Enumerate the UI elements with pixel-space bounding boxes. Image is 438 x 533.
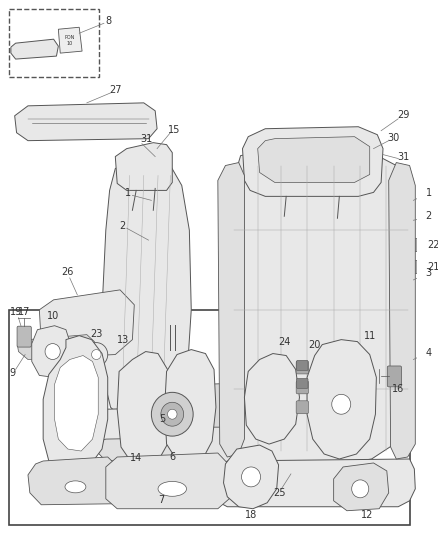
Text: 29: 29 <box>398 110 410 120</box>
Polygon shape <box>39 290 134 358</box>
Text: 14: 14 <box>130 453 142 463</box>
Polygon shape <box>307 340 376 459</box>
Text: 1: 1 <box>425 188 431 198</box>
FancyBboxPatch shape <box>296 381 308 394</box>
Ellipse shape <box>65 481 86 493</box>
Text: 10: 10 <box>46 311 59 321</box>
FancyBboxPatch shape <box>296 361 308 374</box>
Polygon shape <box>243 127 383 196</box>
Polygon shape <box>226 149 413 465</box>
Polygon shape <box>389 163 415 459</box>
Text: 16: 16 <box>392 384 404 394</box>
Circle shape <box>76 338 82 345</box>
Polygon shape <box>18 335 95 360</box>
Text: 2: 2 <box>425 211 432 221</box>
Text: 31: 31 <box>141 134 153 144</box>
Text: 22: 22 <box>427 240 438 250</box>
Bar <box>9 310 410 524</box>
FancyBboxPatch shape <box>17 326 31 347</box>
Ellipse shape <box>158 481 187 496</box>
Polygon shape <box>32 326 72 377</box>
Circle shape <box>63 338 69 345</box>
Polygon shape <box>258 136 370 182</box>
FancyBboxPatch shape <box>297 360 308 370</box>
Polygon shape <box>165 350 216 465</box>
Text: 3: 3 <box>425 268 431 278</box>
Circle shape <box>46 60 52 66</box>
Polygon shape <box>106 453 229 508</box>
Polygon shape <box>334 463 389 511</box>
Text: 24: 24 <box>278 337 290 346</box>
Text: 11: 11 <box>364 330 376 341</box>
Text: 17: 17 <box>18 307 30 317</box>
Polygon shape <box>187 382 307 427</box>
Text: 31: 31 <box>398 151 410 161</box>
Text: 26: 26 <box>62 267 74 277</box>
Circle shape <box>34 338 41 345</box>
FancyBboxPatch shape <box>408 239 424 252</box>
FancyBboxPatch shape <box>408 261 424 273</box>
Text: 20: 20 <box>308 340 321 350</box>
Polygon shape <box>15 103 157 141</box>
Circle shape <box>45 344 60 360</box>
Polygon shape <box>214 459 415 507</box>
Circle shape <box>22 60 28 66</box>
Polygon shape <box>11 39 58 59</box>
FancyBboxPatch shape <box>260 392 284 412</box>
Text: 8: 8 <box>106 17 112 26</box>
Text: 12: 12 <box>360 510 373 520</box>
Circle shape <box>152 392 193 436</box>
Polygon shape <box>95 437 210 461</box>
Polygon shape <box>218 163 244 457</box>
Text: 2: 2 <box>119 221 125 231</box>
Circle shape <box>92 350 101 360</box>
Text: 21: 21 <box>427 262 438 272</box>
FancyBboxPatch shape <box>387 366 402 387</box>
Polygon shape <box>55 356 98 451</box>
Polygon shape <box>102 158 191 423</box>
Ellipse shape <box>225 447 272 467</box>
Ellipse shape <box>170 475 222 499</box>
Polygon shape <box>28 457 123 505</box>
Text: 25: 25 <box>273 488 286 498</box>
Circle shape <box>47 338 54 345</box>
Text: 23: 23 <box>90 329 102 338</box>
Text: 30: 30 <box>387 133 399 143</box>
Polygon shape <box>115 143 172 190</box>
Circle shape <box>352 480 369 498</box>
FancyBboxPatch shape <box>206 392 231 412</box>
Polygon shape <box>58 27 82 53</box>
Polygon shape <box>134 461 196 481</box>
Text: 18: 18 <box>245 510 257 520</box>
Circle shape <box>332 394 351 414</box>
Circle shape <box>35 64 40 70</box>
Circle shape <box>161 402 184 426</box>
Text: 15: 15 <box>168 125 180 135</box>
Bar <box>9 10 99 77</box>
Text: PON
10: PON 10 <box>64 35 75 46</box>
FancyBboxPatch shape <box>297 378 308 389</box>
Polygon shape <box>117 352 170 467</box>
Text: 9: 9 <box>10 368 16 378</box>
Text: 6: 6 <box>169 452 175 462</box>
Text: 13: 13 <box>117 335 129 345</box>
FancyBboxPatch shape <box>233 392 258 412</box>
Text: 4: 4 <box>425 348 431 358</box>
Text: 5: 5 <box>159 414 166 424</box>
Text: 7: 7 <box>158 495 164 505</box>
Text: 1: 1 <box>124 188 131 198</box>
Text: 19: 19 <box>10 307 22 317</box>
Polygon shape <box>244 353 300 444</box>
FancyBboxPatch shape <box>296 401 308 414</box>
Polygon shape <box>223 445 279 508</box>
Circle shape <box>167 409 177 419</box>
Polygon shape <box>184 384 313 481</box>
Polygon shape <box>43 336 108 475</box>
Polygon shape <box>92 407 208 441</box>
Circle shape <box>85 343 108 367</box>
Text: 27: 27 <box>109 85 122 95</box>
Circle shape <box>242 467 261 487</box>
